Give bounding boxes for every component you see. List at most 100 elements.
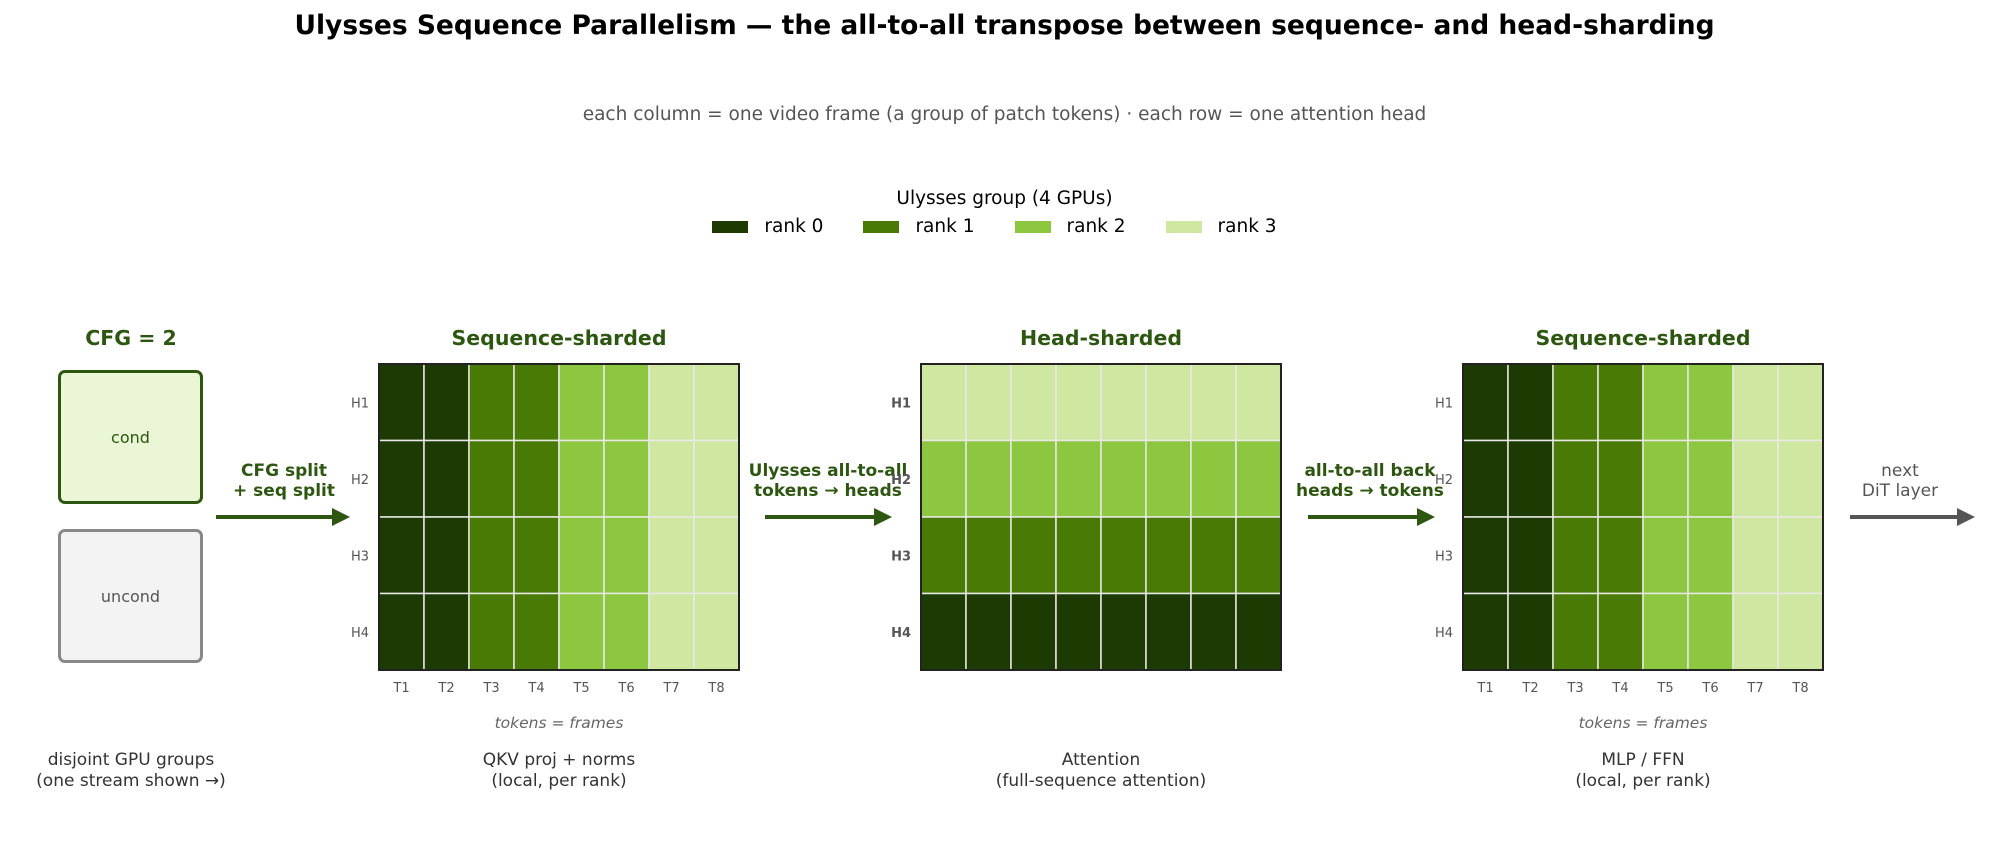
grid-cell — [1100, 592, 1147, 671]
grid-cell — [648, 439, 695, 518]
panel-caption-line1: MLP / FFN — [1601, 750, 1685, 770]
col-label: T2 — [1521, 681, 1538, 696]
grid-border — [378, 363, 740, 671]
grid-cell — [648, 363, 695, 442]
grid-cell — [1190, 363, 1237, 442]
grid-cell — [1507, 592, 1554, 671]
arrow-label-line: CFG split — [240, 461, 328, 481]
legend-label: rank 0 — [764, 216, 824, 237]
grid-cell — [468, 363, 515, 442]
grid-cell — [603, 516, 650, 595]
legend-swatch-rank-1 — [863, 220, 900, 233]
grid-cell — [693, 439, 740, 518]
grid-cell — [1597, 439, 1644, 518]
grid-cell — [1235, 516, 1282, 595]
row-label: H4 — [351, 626, 369, 641]
panel-caption-line2: (local, per rank) — [491, 771, 627, 791]
arrow-label-line: heads → tokens — [1296, 481, 1444, 501]
grid-cell — [1100, 516, 1147, 595]
grid-cell — [1190, 516, 1237, 595]
panel-caption-2: Attention (full-sequence attention) — [921, 750, 1281, 792]
axis-caption-1: tokens = frames — [494, 714, 624, 732]
grid-cell — [1552, 439, 1599, 518]
grid-cell — [1777, 363, 1824, 442]
grid-cell — [558, 363, 605, 442]
uncond-box: uncond — [58, 529, 203, 663]
grid-cell — [378, 592, 425, 671]
grid-cell — [1462, 439, 1509, 518]
panel-caption-line2: (local, per rank) — [1575, 771, 1711, 791]
grid-cell — [1642, 516, 1689, 595]
grid-cell — [1642, 363, 1689, 442]
grid-cell — [1010, 516, 1057, 595]
arrow-label-line: DiT layer — [1861, 481, 1939, 501]
grid-cell — [965, 592, 1012, 671]
grid-cell — [468, 592, 515, 671]
col-label: T1 — [1476, 681, 1493, 696]
grid-cell — [920, 439, 967, 518]
row-label: H1 — [1435, 396, 1453, 411]
legend-swatch-rank-0 — [712, 220, 749, 233]
grid-cell — [648, 516, 695, 595]
arrow-label-line: tokens → heads — [754, 481, 902, 501]
uncond-label: uncond — [100, 586, 161, 606]
grid-cell — [378, 439, 425, 518]
grid-cell — [1462, 516, 1509, 595]
grid-cell — [1100, 439, 1147, 518]
page-subtitle: each column = one video frame (a group o… — [582, 104, 1427, 125]
grid-border — [920, 363, 1282, 671]
grid-cell — [1145, 363, 1192, 442]
grid-cell — [1507, 516, 1554, 595]
grid-cell — [693, 516, 740, 595]
grid-cell — [1462, 363, 1509, 442]
arrow-head — [1417, 508, 1435, 526]
grid-cell — [1687, 592, 1734, 671]
legend-item-rank-2: rank 2 — [1014, 216, 1126, 237]
grid-border — [1462, 363, 1824, 671]
panel-caption-line2: (full-sequence attention) — [995, 771, 1207, 791]
grid-cell — [1732, 592, 1779, 671]
grid-cell — [1597, 363, 1644, 442]
grid-cell — [423, 363, 470, 442]
panel-title-2: Head-sharded — [1019, 326, 1183, 350]
grid-cell — [1552, 363, 1599, 442]
legend-label: rank 2 — [1066, 216, 1126, 237]
grid-cell — [1732, 516, 1779, 595]
grid-cell — [1597, 592, 1644, 671]
cfg-title: CFG = 2 — [85, 326, 177, 350]
col-label: T7 — [1746, 681, 1763, 696]
grid-cell — [693, 363, 740, 442]
grid-cell — [1732, 439, 1779, 518]
grid-cell — [468, 516, 515, 595]
grid-cell — [558, 439, 605, 518]
row-label: H4 — [891, 626, 911, 641]
arrow-label-line: all-to-all back — [1304, 461, 1436, 481]
grid-cell — [423, 592, 470, 671]
grid-cell — [1235, 592, 1282, 671]
legend: rank 0 rank 1 rank 2 rank 3 — [0, 216, 2009, 237]
grid-cell — [1687, 439, 1734, 518]
grid-cell — [513, 516, 560, 595]
cond-label: cond — [111, 427, 150, 447]
col-label: T2 — [437, 681, 454, 696]
grid-cell — [1552, 516, 1599, 595]
arrow-head — [874, 508, 892, 526]
arrow-label-cfg-split: CFG split + seq split — [204, 461, 364, 501]
grid-cell — [1687, 363, 1734, 442]
grid-cell — [920, 592, 967, 671]
grid-cell — [468, 439, 515, 518]
col-label: T5 — [572, 681, 589, 696]
grid-cell — [1010, 592, 1057, 671]
grid-cell — [1777, 592, 1824, 671]
arrow-label-line: Ulysses all-to-all — [748, 461, 908, 481]
cfg-caption-line1: disjoint GPU groups — [47, 750, 215, 770]
grid-cell — [1687, 516, 1734, 595]
grid-cell — [965, 516, 1012, 595]
row-label: H2 — [891, 473, 911, 488]
col-label: T4 — [1611, 681, 1628, 696]
grid-cell — [1732, 363, 1779, 442]
panel-caption-line1: Attention — [1061, 750, 1141, 770]
arrow-head — [332, 508, 350, 526]
col-label: T3 — [482, 681, 499, 696]
